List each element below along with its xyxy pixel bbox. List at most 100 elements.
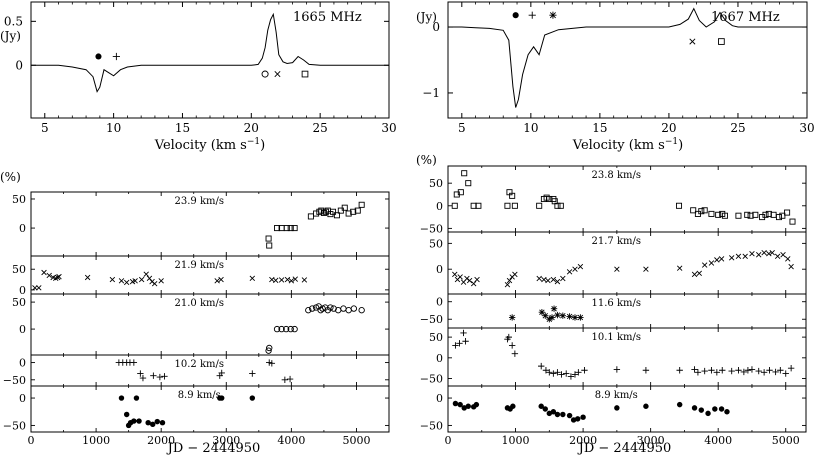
data-point: [563, 370, 570, 377]
data-point: [566, 412, 573, 419]
data-point-shape: [266, 242, 273, 249]
data-point: [701, 207, 708, 214]
y-tick-label: 50: [429, 331, 443, 344]
data-point: [574, 416, 581, 422]
data-point-shape: [748, 366, 756, 373]
data-point: [508, 342, 516, 349]
data-point-shape: [787, 364, 795, 372]
data-point-shape: [139, 374, 147, 382]
data-point-shape: [642, 367, 650, 374]
data-point: [740, 368, 748, 376]
data-point: [46, 272, 52, 279]
x-tick-label: 1000: [82, 434, 110, 447]
velocity-marker-cross-shape: [274, 71, 281, 78]
data-point-shape: [218, 276, 224, 283]
data-point: [109, 276, 116, 283]
data-point: [557, 202, 564, 209]
data-point-shape: [151, 280, 158, 287]
data-point: [614, 405, 620, 411]
data-point: [545, 277, 551, 284]
data-point: [744, 211, 751, 218]
data-point-shape: [744, 367, 752, 374]
x-tick-label: 25: [730, 121, 745, 135]
data-point: [330, 208, 337, 215]
data-point: [735, 253, 742, 260]
frequency-annotation: 1665 MHz: [293, 10, 362, 25]
data-point: [287, 325, 294, 333]
data-point-shape: [575, 369, 582, 376]
x-tick-label: 5: [41, 121, 49, 135]
x-axis-label: JD − 2444950: [577, 441, 672, 456]
data-point-shape: [546, 316, 553, 323]
data-point: [84, 274, 91, 281]
spectrum-line: [31, 12, 389, 93]
data-point-shape: [780, 252, 786, 258]
data-point: [613, 366, 621, 373]
x-axis: 5 10 15 20 25 30: [447, 2, 814, 135]
data-point: [451, 202, 458, 209]
data-point: [542, 312, 549, 319]
data-point-shape: [266, 359, 273, 366]
velocity-marker-cross-shape: [689, 38, 696, 45]
data-point: [708, 210, 715, 217]
data-point: [676, 401, 683, 408]
data-point: [473, 401, 480, 408]
data-point-shape: [274, 225, 281, 232]
data-point: [461, 170, 468, 177]
data-point-shape: [701, 207, 708, 214]
data-point: [735, 367, 742, 374]
data-point-shape: [150, 421, 156, 428]
data-point-shape: [333, 212, 340, 219]
data-point: [572, 266, 578, 272]
data-point: [291, 225, 298, 232]
data-point: [456, 340, 463, 347]
y-axis: 0 −1: [422, 20, 807, 100]
data-point-shape: [744, 211, 751, 218]
data-point: [123, 279, 130, 286]
data-point-shape: [214, 278, 220, 284]
data-point-shape: [265, 235, 272, 242]
data-point: [143, 271, 149, 277]
data-point-shape: [508, 342, 516, 349]
data-point-shape: [708, 210, 715, 217]
data-point: [466, 277, 473, 284]
data-point-shape: [542, 406, 548, 412]
data-point-shape: [301, 277, 308, 283]
x-tick-label: 20: [661, 121, 676, 135]
data-point-shape: [350, 305, 358, 312]
data-point-shape: [291, 225, 298, 232]
data-point: [465, 403, 471, 409]
data-point: [577, 314, 584, 321]
data-point-shape: [554, 411, 561, 418]
data-point-shape: [249, 275, 256, 282]
data-point-shape: [504, 202, 511, 209]
data-point-shape: [137, 370, 144, 377]
data-point: [151, 280, 158, 287]
data-point-shape: [451, 202, 458, 209]
data-point-shape: [350, 208, 357, 215]
x-tick-label: 10: [106, 121, 121, 135]
data-point-shape: [701, 367, 708, 375]
data-point-shape: [309, 305, 316, 312]
data-point-shape: [512, 271, 518, 278]
y-tick-label: 0: [19, 222, 26, 235]
x-tick-label: 20: [244, 121, 259, 135]
data-point-shape: [473, 401, 480, 408]
data-point-shape: [718, 256, 725, 262]
data-point: [131, 418, 137, 424]
data-point: [643, 266, 649, 272]
data-point-shape: [265, 347, 272, 354]
data-point: [550, 305, 558, 312]
data-point: [41, 269, 47, 276]
data-point: [749, 250, 755, 257]
data-point-shape: [317, 307, 324, 314]
x-tick-label: 30: [799, 121, 814, 135]
y-tick-label: −50: [420, 313, 443, 326]
data-point: [713, 369, 721, 376]
data-point-shape: [566, 313, 573, 320]
data-point: [273, 277, 279, 284]
data-point: [698, 208, 705, 215]
panel: 50 0 21.0 km/s: [12, 293, 390, 356]
y-tick-label: 0: [436, 352, 443, 365]
data-point-shape: [509, 192, 516, 199]
